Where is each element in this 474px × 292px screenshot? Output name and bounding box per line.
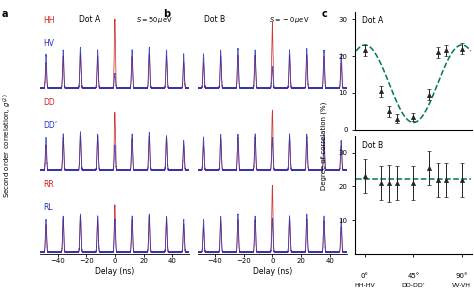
Text: RL: RL	[43, 203, 53, 212]
Text: 90°: 90°	[456, 273, 468, 279]
Text: VV-VH: VV-VH	[452, 283, 472, 288]
Text: Second order correlation, $g^{(2)}$: Second order correlation, $g^{(2)}$	[1, 94, 14, 198]
Text: Dot B: Dot B	[204, 15, 225, 24]
Text: Dot B: Dot B	[362, 140, 383, 150]
Text: a: a	[1, 9, 8, 19]
Text: Dot A: Dot A	[79, 15, 100, 24]
Text: HV: HV	[43, 39, 55, 48]
Text: RR: RR	[43, 180, 54, 189]
Text: 45°: 45°	[407, 273, 419, 279]
Text: DD: DD	[43, 98, 55, 107]
Text: DD’: DD’	[43, 121, 57, 130]
Text: HH-HV: HH-HV	[355, 283, 375, 288]
Text: Dot A: Dot A	[362, 16, 383, 25]
Text: b: b	[164, 9, 171, 19]
Text: Degree of correlation (%): Degree of correlation (%)	[321, 102, 328, 190]
Text: $S = -0\,\mu\mathrm{eV}$: $S = -0\,\mu\mathrm{eV}$	[269, 15, 310, 25]
Text: HH: HH	[43, 15, 55, 25]
Text: 0°: 0°	[361, 273, 369, 279]
X-axis label: Delay (ns): Delay (ns)	[95, 267, 135, 276]
Text: c: c	[321, 9, 327, 19]
Text: DD-DD’: DD-DD’	[401, 283, 425, 288]
X-axis label: Delay (ns): Delay (ns)	[253, 267, 292, 276]
Text: $S = 50\,\mu\mathrm{eV}$: $S = 50\,\mu\mathrm{eV}$	[136, 15, 173, 25]
